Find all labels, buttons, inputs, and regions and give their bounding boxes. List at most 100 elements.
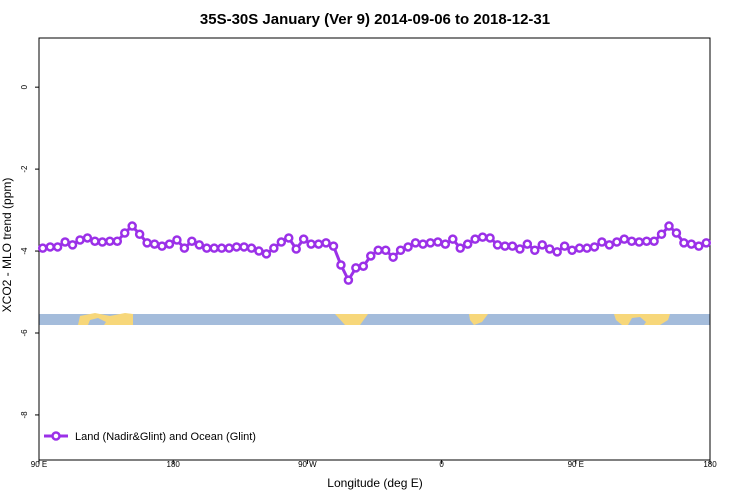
data-point: [448, 234, 458, 244]
data-point: [209, 243, 219, 253]
data-point: [567, 245, 577, 255]
y-tick-label: -2: [20, 165, 29, 173]
data-point: [298, 234, 309, 244]
data-point: [656, 229, 667, 240]
data-point: [515, 244, 525, 254]
data-point: [470, 234, 480, 244]
data-point: [112, 236, 123, 246]
data-point: [425, 238, 436, 248]
data-point: [589, 242, 600, 252]
data-point: [336, 260, 346, 270]
data-point: [313, 239, 324, 249]
data-point: [649, 236, 659, 246]
data-point: [544, 244, 555, 254]
data-point: [485, 233, 495, 243]
data-point: [507, 241, 518, 251]
data-point: [172, 235, 182, 245]
data-point: [440, 239, 451, 249]
legend-label: Land (Nadir&Glint) and Ocean (Glint): [75, 431, 256, 443]
data-point: [530, 245, 540, 255]
data-point: [351, 263, 361, 273]
data-point: [202, 243, 212, 253]
x-tick-label: 90 W: [298, 460, 317, 469]
y-tick-label: -4: [20, 247, 29, 255]
data-point: [664, 221, 674, 231]
data-point: [97, 237, 108, 247]
data-point: [231, 242, 242, 252]
x-tick-label: 180: [167, 460, 181, 469]
x-tick-label: 90 E: [31, 460, 47, 469]
data-point: [552, 247, 562, 257]
data-point: [90, 236, 100, 246]
data-point: [366, 251, 376, 261]
y-tick-label: -8: [20, 411, 29, 419]
data-point: [433, 237, 443, 247]
data-point: [134, 229, 145, 240]
data-point: [641, 236, 652, 246]
y-tick-label: -6: [20, 329, 29, 337]
data-point: [597, 237, 607, 247]
data-point: [358, 261, 369, 271]
data-point: [686, 239, 697, 249]
data-point: [306, 239, 316, 249]
data-point: [37, 243, 48, 253]
data-point: [522, 239, 533, 249]
data-point: [45, 242, 55, 252]
data-point: [574, 243, 585, 253]
data-point: [164, 239, 175, 249]
data-point: [403, 242, 413, 252]
data-point: [254, 246, 264, 256]
data-point: [246, 243, 257, 253]
data-point: [291, 244, 301, 254]
data-point: [239, 242, 249, 252]
data-point: [455, 243, 465, 253]
data-point: [671, 228, 682, 238]
data-point: [492, 240, 503, 250]
data-point: [612, 237, 622, 247]
data-point: [187, 236, 197, 246]
data-point: [582, 243, 592, 253]
data-point: [694, 241, 704, 251]
data-point: [105, 236, 115, 246]
data-point: [679, 238, 689, 248]
data-point: [321, 238, 331, 248]
data-point: [52, 242, 63, 252]
data-point: [328, 241, 339, 251]
data-point: [410, 238, 421, 248]
y-axis-label: XCO2 - MLO trend (ppm): [0, 178, 14, 313]
data-point: [619, 234, 630, 244]
data-point: [343, 275, 354, 285]
data-point: [224, 243, 234, 253]
data-point: [380, 245, 391, 255]
data-point: [157, 241, 167, 251]
data-point: [626, 236, 637, 246]
data-point: [194, 240, 205, 250]
data-point: [82, 233, 93, 243]
data-point: [500, 241, 510, 251]
data-point: [477, 232, 488, 242]
data-point: [119, 228, 130, 238]
x-axis-label: Longitude (deg E): [327, 476, 422, 490]
data-point: [269, 243, 279, 253]
chart-title: 35S-30S January (Ver 9) 2014-09-06 to 20…: [200, 11, 550, 28]
data-point: [60, 237, 70, 247]
y-tick-label: 0: [20, 84, 29, 89]
data-point: [284, 233, 294, 243]
data-point: [559, 241, 570, 251]
data-point: [604, 240, 615, 250]
map-strip: [39, 313, 710, 325]
data-point: [142, 238, 152, 248]
data-point: [261, 249, 272, 259]
x-tick-label: 90 E: [568, 460, 584, 469]
data-point: [701, 238, 712, 248]
data-point: [395, 245, 406, 255]
data-point: [67, 240, 78, 250]
data-point: [127, 221, 137, 231]
data-point: [373, 245, 383, 255]
data-point: [418, 239, 428, 249]
data-point: [388, 252, 398, 262]
data-point: [634, 237, 644, 247]
data-point: [216, 243, 227, 253]
x-tick-label: 0: [439, 460, 444, 469]
